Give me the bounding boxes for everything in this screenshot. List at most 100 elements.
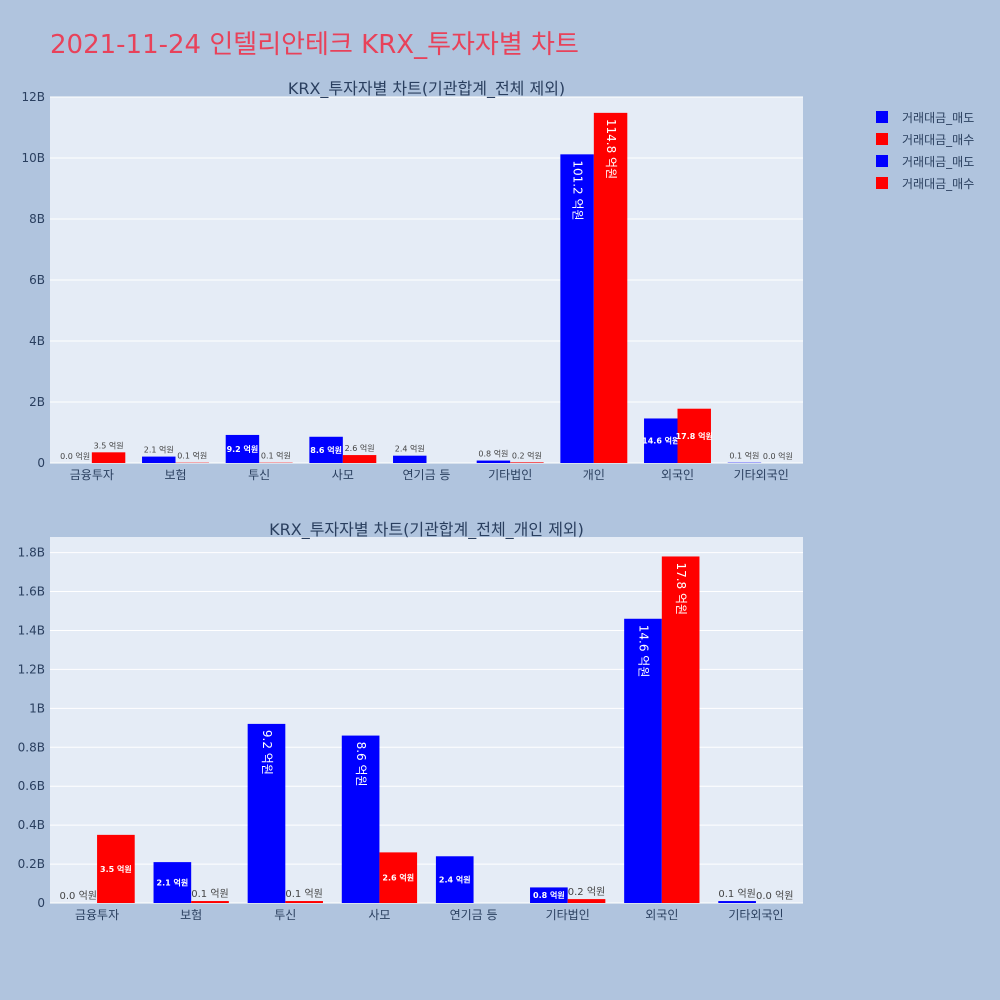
y-tick-label: 10B [21,151,45,165]
data-label: 2.4 억원 [439,875,471,885]
data-label: 0.1 억원 [177,451,207,461]
data-label: 101.2 억원 [571,160,585,220]
x-tick-label: 외국인 [645,908,678,922]
legend-label: 거래대금_매도 [902,110,975,125]
y-tick-label: 1B [29,701,45,715]
bar-buy [677,408,711,463]
bar-sell [644,418,678,463]
legend-item-sell-1[interactable]: 거래대금_매도 [876,106,974,128]
data-label: 0.1 억원 [718,888,755,900]
bar-sell [247,723,286,903]
legend-item-buy-2[interactable]: 거래대금_매수 [876,172,974,194]
x-tick-label: 외국인 [661,468,694,482]
x-tick-label: 투신 [248,468,270,482]
legend[interactable]: 거래대금_매도 거래대금_매수 거래대금_매도 거래대금_매수 [876,106,974,194]
data-label: 2.4 억원 [395,444,425,454]
y-tick-label: 0 [37,896,45,910]
bar-sell [530,887,568,903]
y-tick-label: 4B [29,334,45,348]
data-label: 0.2 억원 [512,450,542,460]
x-tick-label: 금융투자 [70,468,114,482]
data-label: 114.8 억원 [604,119,618,179]
bar-buy [593,112,628,464]
data-label: 17.8 억원 [674,562,688,615]
bar-sell [341,735,380,903]
y-tick-label: 1.2B [18,662,45,676]
data-label: 17.8 억원 [676,431,713,441]
y-tick-label: 12B [21,90,45,104]
bar-buy [567,899,606,903]
y-tick-label: 1.8B [18,546,45,560]
legend-swatch-sell [876,111,888,123]
data-label: 0.1 억원 [261,451,291,461]
x-tick-label: 보험 [164,468,186,482]
y-tick-label: 0 [37,456,45,470]
x-tick-label: 기타법인 [546,908,590,922]
x-tick-label: 연기금 등 [450,908,498,922]
bar-buy [510,462,544,463]
bar-sell [309,436,343,463]
legend-item-buy-1[interactable]: 거래대금_매수 [876,128,974,150]
y-tick-label: 2B [29,395,45,409]
legend-swatch-buy [876,177,888,189]
bar-buy [97,834,135,903]
data-label: 0.0 억원 [59,890,96,902]
data-label: 14.6 억원 [642,436,679,446]
x-tick-label: 금융투자 [75,908,119,922]
data-label: 0.1 억원 [285,888,322,900]
bar-buy [342,455,377,463]
bar-buy [91,452,126,463]
data-label: 0.0 억원 [763,451,793,461]
bar-sell [153,862,192,903]
bar-sell [142,456,176,463]
y-tick-label: 1.4B [18,623,45,637]
x-tick-label: 기타외국인 [728,908,783,922]
bar-buy [661,556,700,903]
x-tick-label: 기타외국인 [734,468,789,482]
data-label: 9.2 억원 [227,444,259,454]
x-tick-label: 사모 [368,908,390,922]
data-label: 3.5 억원 [100,864,132,874]
y-tick-label: 0.4B [18,818,45,832]
bar-buy [379,852,418,903]
legend-swatch-buy [876,133,888,145]
data-label: 0.2 억원 [568,886,605,898]
y-tick-label: 0.6B [18,779,45,793]
x-tick-label: 연기금 등 [403,468,451,482]
bar-sell [624,618,662,903]
data-label: 2.6 억원 [345,443,375,453]
data-label: 2.1 억원 [157,878,189,888]
y-tick-label: 1.6B [18,585,45,599]
x-tick-label: 투신 [274,908,296,922]
x-tick-label: 보험 [180,908,202,922]
legend-item-sell-2[interactable]: 거래대금_매도 [876,150,974,172]
bar-sell [225,434,260,463]
data-label: 0.0 억원 [756,890,793,902]
data-label: 8.6 억원 [310,445,342,455]
legend-label: 거래대금_매도 [902,154,975,169]
bar-sell [393,455,427,463]
chart-title: KRX_투자자별 차트(기관합계_전체 제외) [288,79,565,99]
y-tick-label: 6B [29,273,45,287]
y-tick-label: 8B [29,212,45,226]
data-label: 9.2 억원 [260,730,274,775]
data-label: 0.8 억원 [533,890,565,900]
bar-sell [718,901,756,903]
data-label: 0.1 억원 [191,888,228,900]
x-tick-label: 사모 [332,468,354,482]
data-label: 3.5 억원 [94,440,124,450]
data-label: 2.6 억원 [382,873,414,883]
data-label: 2.1 억원 [144,445,174,455]
bar-buy [191,901,229,903]
legend-label: 거래대금_매수 [902,132,975,147]
chart-title: KRX_투자자별 차트(기관합계_전체_개인 제외) [269,520,584,540]
data-label: 0.1 억원 [729,451,759,461]
x-tick-label: 기타법인 [488,468,532,482]
y-tick-label: 0.8B [18,740,45,754]
legend-swatch-sell [876,155,888,167]
data-label: 0.0 억원 [60,451,90,461]
data-label: 14.6 억원 [636,625,650,678]
bar-buy [285,901,323,903]
data-label: 8.6 억원 [354,742,368,787]
